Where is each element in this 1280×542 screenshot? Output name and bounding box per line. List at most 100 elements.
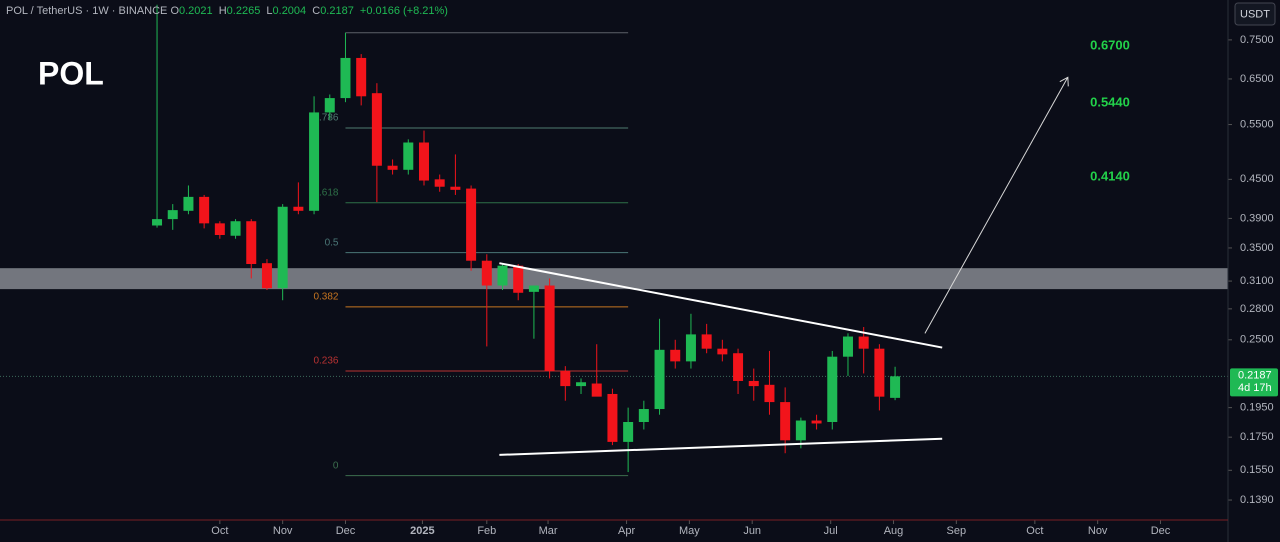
candle-body <box>513 265 524 293</box>
candle-body <box>340 57 351 99</box>
candle-body <box>764 384 775 403</box>
o-label: O <box>170 5 179 17</box>
x-tick-label: Sep <box>947 525 967 537</box>
y-tick-label: 0.3100 <box>1240 275 1274 287</box>
y-tick-label: 0.2500 <box>1240 334 1274 346</box>
change: +0.0166 (+8.21%) <box>359 5 448 17</box>
x-tick-label: Jul <box>824 525 838 537</box>
x-tick-label: Dec <box>336 525 356 537</box>
candle-body <box>183 196 194 211</box>
x-tick-label: Aug <box>884 525 904 537</box>
h-value: 0.2265 <box>226 5 261 17</box>
resistance-zone <box>0 268 1228 290</box>
x-tick-label: Jun <box>743 525 761 537</box>
c-value: 0.2187 <box>320 5 354 17</box>
candle-body <box>685 334 696 362</box>
candle-body <box>246 221 257 265</box>
trendline <box>499 437 943 456</box>
candle-body <box>387 165 398 170</box>
x-tick-label: 2025 <box>410 525 434 537</box>
candle-body <box>780 402 791 441</box>
y-tick-label: 0.2800 <box>1240 303 1274 315</box>
candle-body <box>544 285 555 371</box>
c-label: C <box>312 5 321 17</box>
y-tick-label: 0.6500 <box>1240 73 1274 85</box>
x-tick-label: Oct <box>211 525 228 537</box>
y-tick-label: 0.1950 <box>1240 402 1274 414</box>
candle-body <box>528 285 539 292</box>
x-tick-label: Mar <box>539 525 558 537</box>
y-tick-label: 0.4500 <box>1240 173 1274 185</box>
x-tick-label: Apr <box>618 525 635 537</box>
candle-body <box>434 179 445 187</box>
candle-body <box>560 370 571 387</box>
currency-box[interactable] <box>1234 2 1276 26</box>
candle-body <box>890 376 901 398</box>
x-tick-label: Feb <box>477 525 496 537</box>
y-tick-label: 0.1750 <box>1240 431 1274 443</box>
candle-body <box>858 336 869 349</box>
candle-body <box>293 206 304 211</box>
y-tick-label: 0.7500 <box>1240 34 1274 46</box>
trendline <box>499 262 943 349</box>
h-label: H <box>218 5 227 17</box>
candle-body <box>874 348 885 397</box>
fib-label: 0.786 <box>313 113 338 124</box>
y-tick-label: 0.5500 <box>1240 118 1274 130</box>
candle-body <box>842 336 853 357</box>
candle-body <box>309 112 320 211</box>
symbol: POL / TetherUS · 1W · BINANCE <box>6 5 168 17</box>
candle-body <box>167 210 178 220</box>
candle-body <box>199 196 210 224</box>
candle-body <box>733 353 744 381</box>
candle-body <box>466 188 477 261</box>
candle-body <box>654 349 665 410</box>
x-tick-label: Nov <box>273 525 293 537</box>
y-tick-label: 0.3500 <box>1240 242 1274 254</box>
fib-label: 0 <box>333 460 339 471</box>
l-label: L <box>266 5 273 17</box>
candle-body <box>701 334 712 349</box>
price-flag-countdown: 4d 17h <box>1238 382 1272 394</box>
candle-body <box>607 393 618 442</box>
y-tick-label: 0.3900 <box>1240 212 1274 224</box>
x-tick-label: May <box>679 525 700 537</box>
candle-body <box>230 221 241 236</box>
fib-label: 0.382 <box>313 292 338 303</box>
candle-body <box>623 421 634 442</box>
candle-body <box>811 420 822 424</box>
projection-arrow <box>924 77 1068 334</box>
price-flag <box>1230 368 1278 397</box>
candle-body <box>497 265 508 286</box>
candle-body <box>403 142 414 170</box>
candle-body <box>591 383 602 397</box>
candle-body <box>795 420 806 441</box>
price-flag-value: 0.2187 <box>1238 370 1272 382</box>
candle-body <box>827 356 838 422</box>
x-tick-label: Nov <box>1088 525 1108 537</box>
candle-body <box>214 223 225 235</box>
x-tick-label: Oct <box>1026 525 1043 537</box>
fib-label: 0.236 <box>313 356 338 367</box>
candle-body <box>261 263 272 289</box>
x-tick-label: Dec <box>1151 525 1171 537</box>
fib-label: 0.618 <box>313 187 338 198</box>
target-label: 0.4140 <box>1090 168 1130 183</box>
candle-body <box>152 219 163 226</box>
l-value: 0.2004 <box>272 5 307 17</box>
candle-body <box>576 382 587 387</box>
candle-body <box>356 57 367 97</box>
candle-body <box>481 260 492 286</box>
o-value: 0.2021 <box>179 5 213 17</box>
candle-body <box>371 93 382 166</box>
y-tick-label: 0.1550 <box>1240 464 1274 476</box>
candle-body <box>277 206 288 289</box>
legend-header: POL / TetherUS · 1W · BINANCE O0.2021 H0… <box>6 5 451 17</box>
plot-area <box>0 0 1228 520</box>
candle-body <box>324 98 335 113</box>
y-tick-label: 0.1390 <box>1240 494 1274 506</box>
candle-body <box>748 380 759 387</box>
currency: USDT <box>1240 8 1270 20</box>
chart-title: POL <box>38 55 104 91</box>
